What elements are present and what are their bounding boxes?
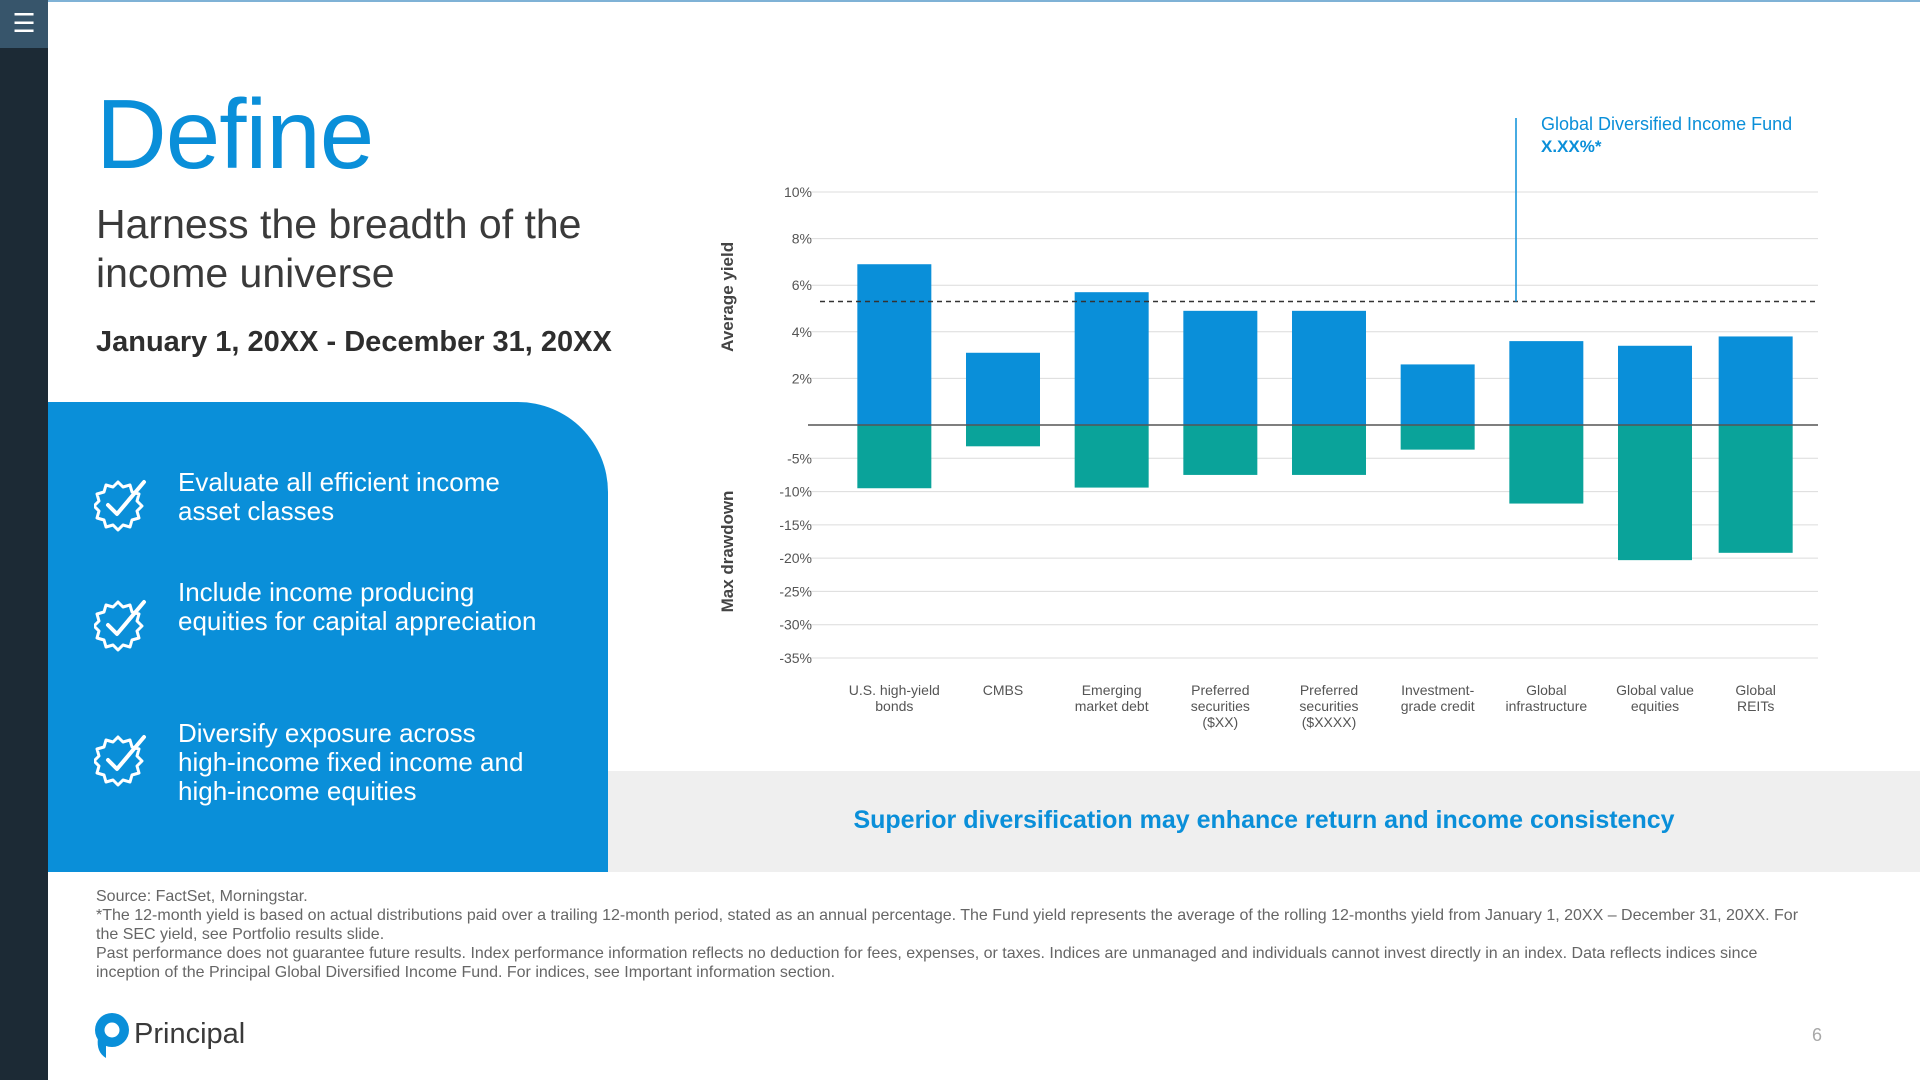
y-tick-label: -20% <box>779 550 812 566</box>
y-tick-label: 2% <box>792 370 812 386</box>
yield-bar <box>1718 336 1793 425</box>
drawdown-bar <box>1292 425 1366 475</box>
y-tick-label: -35% <box>779 650 812 666</box>
x-category-label: Global <box>1735 682 1775 698</box>
left-rail <box>0 0 48 1080</box>
x-category-label: market debt <box>1075 698 1149 714</box>
drawdown-bar <box>1618 425 1692 561</box>
hamburger-menu-icon[interactable]: ☰ <box>0 0 48 48</box>
logo-text: Principal <box>134 1018 246 1050</box>
drawdown-bar <box>1400 425 1475 450</box>
drawdown-bar <box>1718 425 1793 553</box>
x-category-label: securities <box>1299 698 1358 714</box>
y-tick-label: -5% <box>787 450 812 466</box>
yield-bar <box>1618 345 1692 425</box>
y-axis-title-yield: Average yield <box>718 242 737 352</box>
x-category-label: Emerging <box>1082 682 1142 698</box>
x-category-label: grade credit <box>1401 698 1475 714</box>
x-category-label: equities <box>1631 698 1679 714</box>
yield-bar <box>966 352 1040 425</box>
x-category-label: Investment- <box>1401 682 1474 698</box>
annotation-fund-name: Global Diversified Income Fund <box>1541 114 1792 134</box>
slide-subtitle: Harness the breadth of the income univer… <box>96 201 582 296</box>
y-tick-label: 6% <box>792 277 812 293</box>
y-tick-label: -15% <box>779 517 812 533</box>
x-category-label: ($XXXX) <box>1302 714 1356 730</box>
badge-check-icon <box>94 480 146 532</box>
yield-bar <box>1292 310 1366 425</box>
x-category-label: Global value <box>1616 682 1694 698</box>
bullet-text: Diversify exposure across high-income fi… <box>178 718 524 806</box>
x-category-label: U.S. high-yield <box>849 682 940 698</box>
x-category-label: securities <box>1191 698 1250 714</box>
takeaway-band <box>608 771 1920 872</box>
x-category-label: ($XX) <box>1202 714 1238 730</box>
yield-drawdown-chart: 10% 8% 6% 4% 2% -5% -10% -15% -20% -25% -30% -35% Av… <box>718 114 1818 730</box>
x-category-label: CMBS <box>983 682 1023 698</box>
x-category-label: bonds <box>875 698 913 714</box>
bullet-panel <box>48 402 608 872</box>
y-tick-label: -30% <box>779 617 812 633</box>
footnote-source: Source: FactSet, Morningstar. <box>96 888 308 905</box>
y-axis-title-drawdown: Max drawdown <box>718 491 737 613</box>
page-number: 6 <box>1812 1025 1823 1045</box>
y-tick-label: -25% <box>779 583 812 599</box>
x-category-label: REITs <box>1737 698 1774 714</box>
annotation-fund-yield: X.XX%* <box>1541 137 1602 156</box>
takeaway-text: Superior diversification may enhance ret… <box>853 806 1675 834</box>
x-category-label: Preferred <box>1300 682 1358 698</box>
bullet-text: Evaluate all efficient income asset clas… <box>178 467 500 526</box>
yield-bar <box>857 264 932 425</box>
top-accent-line <box>48 0 1920 2</box>
yield-bar <box>1400 364 1475 425</box>
badge-check-icon <box>94 600 146 652</box>
drawdown-bar <box>857 425 932 489</box>
yield-bar <box>1074 292 1149 425</box>
principal-logo-icon <box>95 1013 129 1058</box>
drawdown-bar <box>1183 425 1258 475</box>
y-tick-label: 8% <box>792 231 812 247</box>
footnotes: Source: FactSet, Morningstar. *The 12-mo… <box>96 887 1816 982</box>
drawdown-bar <box>966 425 1040 447</box>
drawdown-bar <box>1074 425 1149 488</box>
yield-bar <box>1183 310 1258 425</box>
y-tick-label: 4% <box>792 324 812 340</box>
x-category-label: Preferred <box>1191 682 1249 698</box>
y-tick-label: 10% <box>784 184 812 200</box>
footnote-disclaimer: Past performance does not guarantee futu… <box>96 945 1758 981</box>
footnote-yield: *The 12-month yield is based on actual d… <box>96 907 1799 943</box>
slide-title: Define <box>96 79 374 189</box>
y-tick-label: -10% <box>779 484 812 500</box>
drawdown-bar <box>1509 425 1584 504</box>
x-category-label: infrastructure <box>1505 698 1587 714</box>
x-category-label: Global <box>1526 682 1566 698</box>
badge-check-icon <box>94 735 146 787</box>
date-range: January 1, 20XX - December 31, 20XX <box>96 326 612 358</box>
yield-bar <box>1509 341 1584 425</box>
bullet-text: Include income producing equities for ca… <box>178 577 537 636</box>
